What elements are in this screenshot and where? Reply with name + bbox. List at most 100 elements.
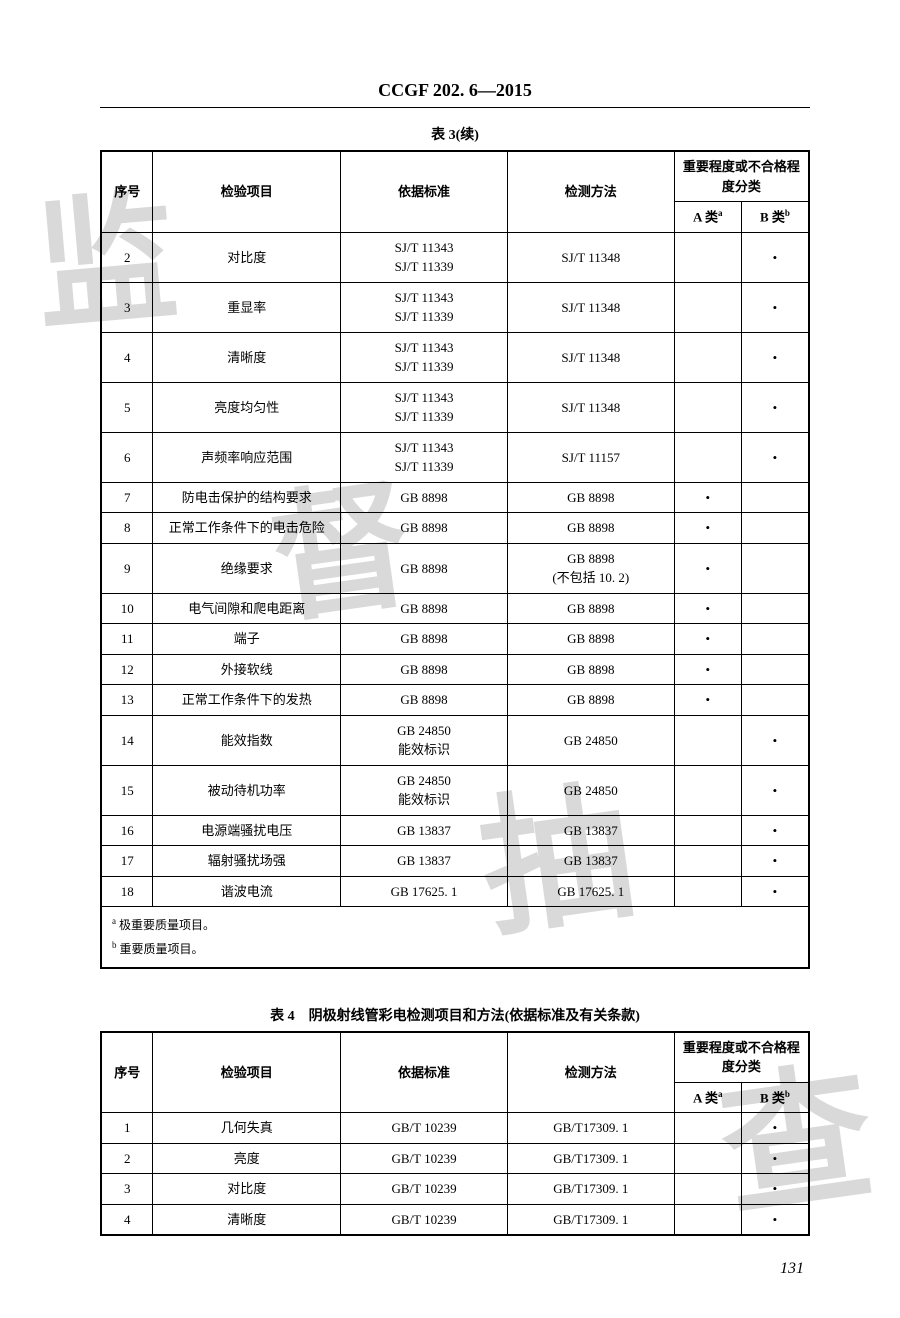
- footnote-b-text: 重要质量项目。: [120, 942, 204, 956]
- cell-item: 绝缘要求: [153, 543, 341, 593]
- cell-b: [741, 624, 809, 655]
- cell-method: GB 8898: [507, 593, 674, 624]
- table-row: 14能效指数GB 24850能效标识GB 24850•: [101, 715, 809, 765]
- table-row: 4清晰度GB/T 10239GB/T17309. 1•: [101, 1204, 809, 1235]
- cell-standard: SJ/T 11343SJ/T 11339: [341, 232, 508, 282]
- th-class-b: B 类b: [741, 202, 809, 233]
- cell-standard: GB 8898: [341, 624, 508, 655]
- cell-standard: GB/T 10239: [341, 1113, 508, 1144]
- cell-seq: 18: [101, 876, 153, 907]
- cell-seq: 9: [101, 543, 153, 593]
- table-row: 17辐射骚扰场强GB 13837GB 13837•: [101, 846, 809, 877]
- table-row: 11端子GB 8898GB 8898•: [101, 624, 809, 655]
- th-class-b-label: B 类: [760, 209, 785, 224]
- cell-seq: 16: [101, 815, 153, 846]
- cell-item: 被动待机功率: [153, 765, 341, 815]
- cell-standard: GB 13837: [341, 815, 508, 846]
- cell-b: •: [741, 715, 809, 765]
- table-row: 9绝缘要求GB 8898GB 8898(不包括 10. 2)•: [101, 543, 809, 593]
- th-class-b-label: B 类: [760, 1090, 785, 1105]
- th-seq: 序号: [101, 1032, 153, 1113]
- cell-b: [741, 513, 809, 544]
- cell-standard: SJ/T 11343SJ/T 11339: [341, 382, 508, 432]
- table-row: 5亮度均匀性SJ/T 11343SJ/T 11339SJ/T 11348•: [101, 382, 809, 432]
- table3-caption: 表 3(续): [100, 124, 810, 144]
- cell-seq: 10: [101, 593, 153, 624]
- cell-b: [741, 593, 809, 624]
- cell-b: •: [741, 765, 809, 815]
- cell-method: SJ/T 11348: [507, 232, 674, 282]
- cell-standard: GB 8898: [341, 593, 508, 624]
- th-method: 检测方法: [507, 1032, 674, 1113]
- th-standard: 依据标准: [341, 1032, 508, 1113]
- cell-standard: GB/T 10239: [341, 1174, 508, 1205]
- cell-item: 谐波电流: [153, 876, 341, 907]
- th-class-b: B 类b: [741, 1082, 809, 1113]
- th-class-b-sup: b: [785, 208, 790, 218]
- document-header: CCGF 202. 6—2015: [100, 80, 810, 108]
- cell-a: [674, 332, 741, 382]
- cell-item: 电源端骚扰电压: [153, 815, 341, 846]
- cell-b: •: [741, 382, 809, 432]
- table-row: 10电气间隙和爬电距离GB 8898GB 8898•: [101, 593, 809, 624]
- table-row: 18谐波电流GB 17625. 1GB 17625. 1•: [101, 876, 809, 907]
- th-seq: 序号: [101, 151, 153, 232]
- footnote-b-mark: b: [112, 940, 117, 950]
- cell-a: •: [674, 593, 741, 624]
- cell-b: [741, 654, 809, 685]
- cell-seq: 3: [101, 1174, 153, 1205]
- cell-seq: 14: [101, 715, 153, 765]
- cell-item: 对比度: [153, 232, 341, 282]
- table-row: 3对比度GB/T 10239GB/T17309. 1•: [101, 1174, 809, 1205]
- cell-b: [741, 543, 809, 593]
- cell-method: GB 8898: [507, 685, 674, 716]
- cell-a: •: [674, 482, 741, 513]
- cell-item: 能效指数: [153, 715, 341, 765]
- cell-method: GB 13837: [507, 846, 674, 877]
- cell-seq: 15: [101, 765, 153, 815]
- cell-a: [674, 1143, 741, 1174]
- cell-b: •: [741, 815, 809, 846]
- cell-item: 对比度: [153, 1174, 341, 1205]
- cell-item: 防电击保护的结构要求: [153, 482, 341, 513]
- cell-method: SJ/T 11157: [507, 432, 674, 482]
- cell-standard: GB 8898: [341, 654, 508, 685]
- cell-a: •: [674, 685, 741, 716]
- cell-a: [674, 765, 741, 815]
- table-row: 2亮度GB/T 10239GB/T17309. 1•: [101, 1143, 809, 1174]
- cell-a: [674, 715, 741, 765]
- cell-b: •: [741, 1204, 809, 1235]
- cell-seq: 17: [101, 846, 153, 877]
- cell-method: GB 8898: [507, 482, 674, 513]
- table4-caption: 表 4 阴极射线管彩电检测项目和方法(依据标准及有关条款): [100, 1005, 810, 1025]
- th-item: 检验项目: [153, 1032, 341, 1113]
- cell-seq: 6: [101, 432, 153, 482]
- th-class-a-sup: a: [718, 208, 723, 218]
- cell-item: 清晰度: [153, 332, 341, 382]
- cell-b: [741, 685, 809, 716]
- th-class-a-label: A 类: [693, 1090, 718, 1105]
- cell-seq: 2: [101, 1143, 153, 1174]
- cell-method: SJ/T 11348: [507, 332, 674, 382]
- cell-item: 辐射骚扰场强: [153, 846, 341, 877]
- th-method: 检测方法: [507, 151, 674, 232]
- cell-method: GB 8898: [507, 654, 674, 685]
- th-class-a: A 类a: [674, 202, 741, 233]
- cell-standard: GB/T 10239: [341, 1143, 508, 1174]
- cell-item: 几何失真: [153, 1113, 341, 1144]
- cell-standard: GB/T 10239: [341, 1204, 508, 1235]
- table3: 序号 检验项目 依据标准 检测方法 重要程度或不合格程度分类 A 类a B 类b…: [100, 150, 810, 969]
- cell-a: [674, 846, 741, 877]
- cell-item: 电气间隙和爬电距离: [153, 593, 341, 624]
- cell-seq: 1: [101, 1113, 153, 1144]
- cell-standard: GB 24850能效标识: [341, 765, 508, 815]
- th-class-a: A 类a: [674, 1082, 741, 1113]
- cell-method: GB/T17309. 1: [507, 1174, 674, 1205]
- table-row: 12外接软线GB 8898GB 8898•: [101, 654, 809, 685]
- cell-a: •: [674, 543, 741, 593]
- cell-seq: 13: [101, 685, 153, 716]
- cell-method: GB/T17309. 1: [507, 1204, 674, 1235]
- cell-method: GB/T17309. 1: [507, 1113, 674, 1144]
- cell-method: GB/T17309. 1: [507, 1143, 674, 1174]
- cell-standard: GB 8898: [341, 482, 508, 513]
